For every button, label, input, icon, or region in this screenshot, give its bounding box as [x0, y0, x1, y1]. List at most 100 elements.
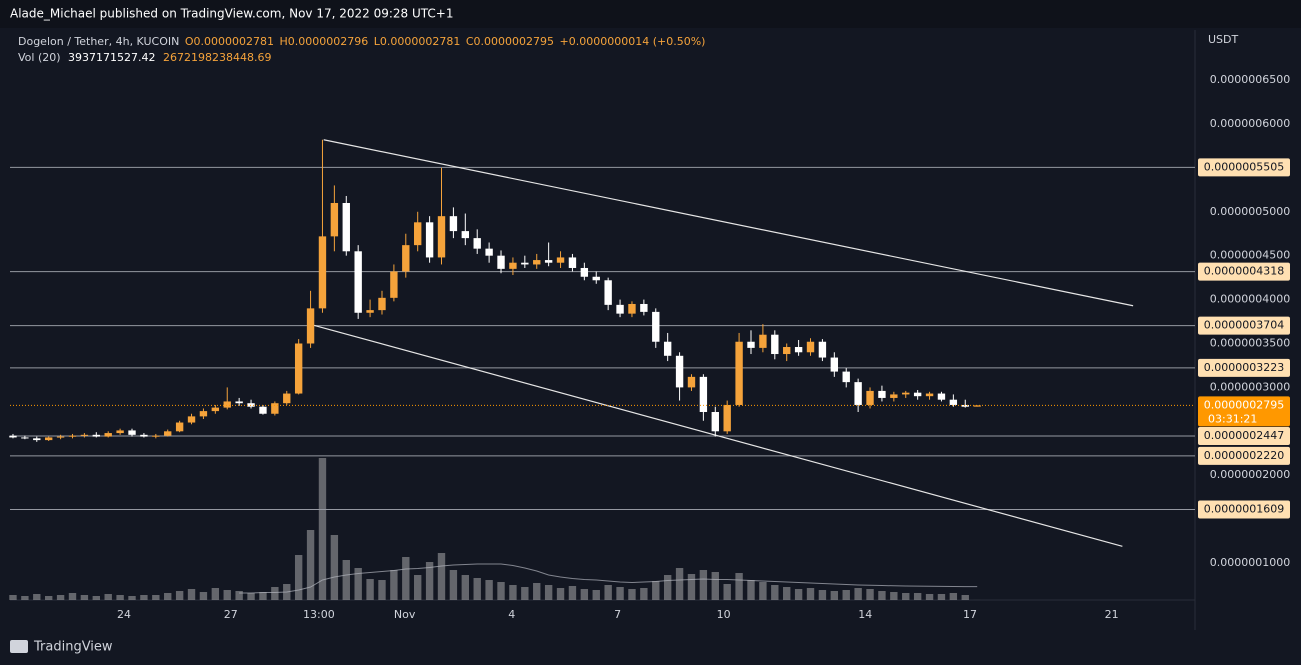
candle-body	[449, 216, 458, 232]
volume-bar	[449, 570, 458, 600]
candle-body	[497, 255, 505, 269]
candle-body	[21, 437, 29, 439]
level-label-box	[1198, 426, 1290, 445]
candle-body	[56, 436, 65, 438]
volume-bar	[961, 595, 969, 600]
volume-bar	[794, 589, 803, 600]
volume-ma-last: 2672198238448.69	[163, 51, 271, 64]
footer-logo: TradingView	[10, 640, 113, 655]
level-label: 0.0000005505	[1204, 160, 1284, 173]
volume-bar	[818, 590, 827, 600]
x-tick-label: 24	[117, 608, 131, 621]
header-bar	[0, 0, 1301, 28]
candle-body	[402, 245, 410, 272]
volume-bar	[759, 582, 767, 600]
y-tick-label: 0.0000005000	[1210, 205, 1290, 218]
volume-bar	[247, 593, 255, 600]
candle-body	[771, 334, 779, 355]
volume-bar	[890, 592, 898, 600]
volume-last: 3937171527.42	[68, 51, 155, 64]
candle-body	[533, 260, 541, 265]
candle-body	[152, 435, 160, 437]
candle-body	[92, 434, 100, 437]
volume-bar	[152, 595, 160, 600]
candle-body	[44, 437, 53, 441]
open: O0.0000002781	[185, 35, 274, 48]
low: L0.0000002781	[374, 35, 461, 48]
candle-body	[116, 430, 124, 434]
candle-body	[271, 403, 279, 414]
volume-bar	[949, 593, 958, 600]
volume-bar	[44, 596, 53, 600]
x-tick-label: 7	[614, 608, 621, 621]
candle-body	[949, 399, 958, 405]
candle-body	[485, 248, 493, 256]
candle-body	[925, 393, 934, 397]
candle-body	[592, 276, 600, 281]
volume-bar	[580, 589, 589, 600]
volume-bar	[306, 530, 315, 600]
volume-bar	[711, 572, 719, 600]
volume-bar	[21, 596, 29, 600]
volume-bar	[783, 587, 791, 600]
candle-body	[747, 341, 755, 348]
trendline	[312, 324, 1123, 547]
volume-bar	[378, 580, 386, 600]
candle-body	[818, 341, 827, 358]
candle-body	[68, 435, 77, 437]
volume-bar	[116, 595, 124, 600]
volume-bar	[437, 553, 446, 600]
level-label: 0.0000002220	[1204, 449, 1284, 462]
candle-body	[294, 343, 303, 394]
level-label: 0.0000004318	[1204, 265, 1284, 278]
volume-bar	[104, 594, 112, 600]
candle-body	[616, 304, 624, 314]
candle-body	[735, 341, 743, 405]
candle-body	[604, 280, 612, 305]
level-label: 0.0000002447	[1204, 429, 1284, 442]
candle-body	[652, 311, 660, 342]
y-tick-label: 0.0000004500	[1210, 249, 1290, 262]
candle-body	[902, 392, 910, 395]
candle-body	[509, 262, 517, 269]
candle-body	[794, 347, 803, 353]
y-tick-label: 0.0000003500	[1210, 336, 1290, 349]
volume-bar	[33, 594, 41, 600]
candle-body	[783, 347, 791, 355]
trendline	[323, 139, 1134, 307]
candle-body	[961, 404, 969, 407]
volume-bar	[211, 588, 220, 600]
candle-body	[890, 394, 898, 398]
volume-bar	[414, 575, 422, 600]
level-label-box	[1198, 500, 1290, 519]
y-tick-label: 0.0000001000	[1210, 556, 1290, 569]
volume-bar	[473, 578, 481, 600]
candle-body	[759, 334, 767, 348]
candle-body	[544, 260, 553, 263]
y-tick-label: 0.0000003000	[1210, 380, 1290, 393]
volume-ma-line	[239, 563, 978, 594]
close: C0.0000002795	[466, 35, 554, 48]
volume-bar	[878, 591, 886, 600]
volume-bar	[294, 555, 303, 600]
candle-body	[842, 371, 850, 383]
candle-body	[354, 251, 362, 313]
candle-body	[259, 406, 267, 414]
level-label: 0.0000003704	[1204, 319, 1284, 332]
candle-body	[175, 422, 184, 432]
candle-body	[711, 411, 719, 432]
axis-unit: USDT	[1208, 33, 1239, 46]
candle-body	[830, 357, 839, 372]
volume-bar	[640, 588, 648, 600]
volume-bar	[628, 589, 636, 600]
volume-bar	[937, 594, 946, 600]
countdown: 03:31:21	[1208, 412, 1257, 425]
candle-body	[366, 310, 374, 313]
candle-body	[378, 297, 386, 311]
volume-bar	[175, 591, 184, 600]
volume-bar	[354, 568, 362, 600]
volume-bar	[164, 593, 172, 600]
volume-bar	[866, 589, 874, 600]
